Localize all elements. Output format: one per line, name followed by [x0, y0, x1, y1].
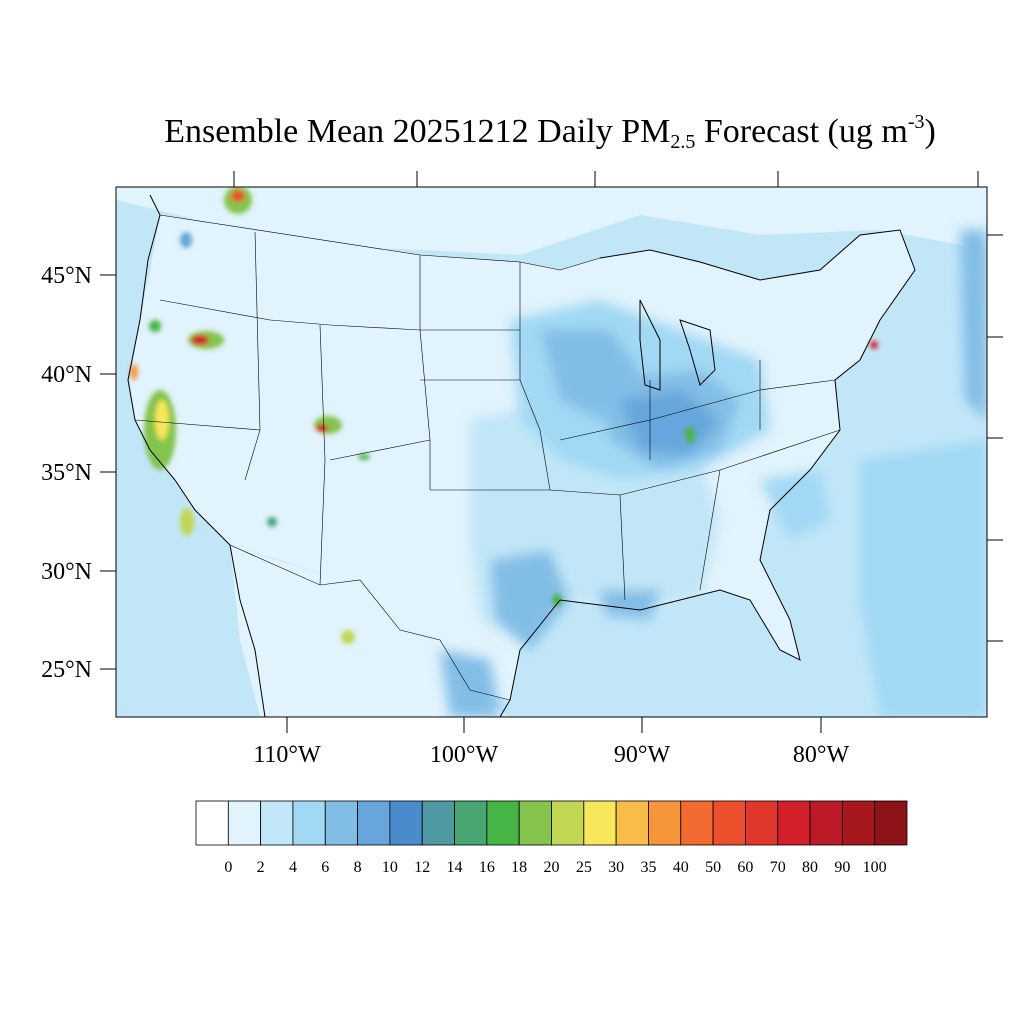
colorbar-box	[389, 800, 423, 846]
colorbar-box	[518, 800, 552, 846]
colorbar-labels: 0 2 4 6 8 10 12 14 16 18 20 25 30 35 40 50 60 70 80 90 100	[224, 859, 886, 876]
lon-label-110w: 110°W	[253, 742, 321, 768]
colorbar-box	[712, 800, 746, 846]
colorbar-label: 40	[673, 859, 689, 876]
colorbar-box	[260, 800, 294, 846]
colorbar-box	[454, 800, 488, 846]
colorbar-label: 70	[770, 859, 786, 876]
colorbar-box	[648, 800, 682, 846]
colorbar-label: 18	[511, 859, 527, 876]
colorbar-label: 50	[705, 859, 721, 876]
colorbar-box	[809, 800, 843, 846]
colorbar	[195, 800, 908, 846]
colorbar-label: 2	[257, 859, 265, 876]
colorbar-box	[680, 800, 714, 846]
lat-label-35: 35°N	[41, 460, 92, 486]
colorbar-box	[615, 800, 649, 846]
page-title: Ensemble Mean 20251212 Daily PM2.5 Forec…	[164, 111, 936, 153]
colorbar-box	[292, 800, 326, 846]
colorbar-label: 14	[447, 859, 463, 876]
map-frame	[115, 186, 988, 718]
colorbar-box	[841, 800, 876, 846]
colorbar-label: 90	[834, 859, 850, 876]
colorbar-label: 20	[544, 859, 560, 876]
colorbar-box	[551, 800, 585, 846]
colorbar-label: 10	[382, 859, 398, 876]
lon-label-100w: 100°W	[430, 742, 499, 768]
map-boundaries	[127, 194, 916, 717]
colorbar-box	[195, 800, 229, 846]
lat-label-30: 30°N	[41, 559, 92, 585]
colorbar-label: 60	[737, 859, 753, 876]
colorbar-box	[357, 800, 391, 846]
colorbar-box	[874, 800, 908, 846]
colorbar-box	[421, 800, 455, 846]
concentration-field	[116, 187, 987, 717]
lat-label-25: 25°N	[41, 657, 92, 683]
lon-label-90w: 90°W	[614, 742, 671, 768]
colorbar-label: 8	[354, 859, 362, 876]
colorbar-box	[324, 800, 358, 846]
colorbar-label: 0	[224, 859, 232, 876]
colorbar-label: 6	[321, 859, 329, 876]
colorbar-label: 25	[576, 859, 592, 876]
colorbar-label: 35	[640, 859, 656, 876]
lon-label-80w: 80°W	[793, 742, 850, 768]
colorbar-label: 16	[479, 859, 495, 876]
colorbar-box	[227, 800, 262, 846]
colorbar-box	[583, 800, 617, 846]
colorbar-label: 4	[289, 859, 297, 876]
colorbar-label: 30	[608, 859, 624, 876]
lat-label-45: 45°N	[41, 263, 92, 289]
colorbar-box	[486, 800, 520, 846]
colorbar-label: 80	[802, 859, 818, 876]
colorbar-box	[777, 800, 811, 846]
map-ticks	[100, 171, 1003, 733]
colorbar-box	[745, 800, 779, 846]
colorbar-label: 12	[414, 859, 430, 876]
lat-label-40: 40°N	[41, 362, 92, 388]
colorbar-label: 100	[863, 859, 887, 876]
